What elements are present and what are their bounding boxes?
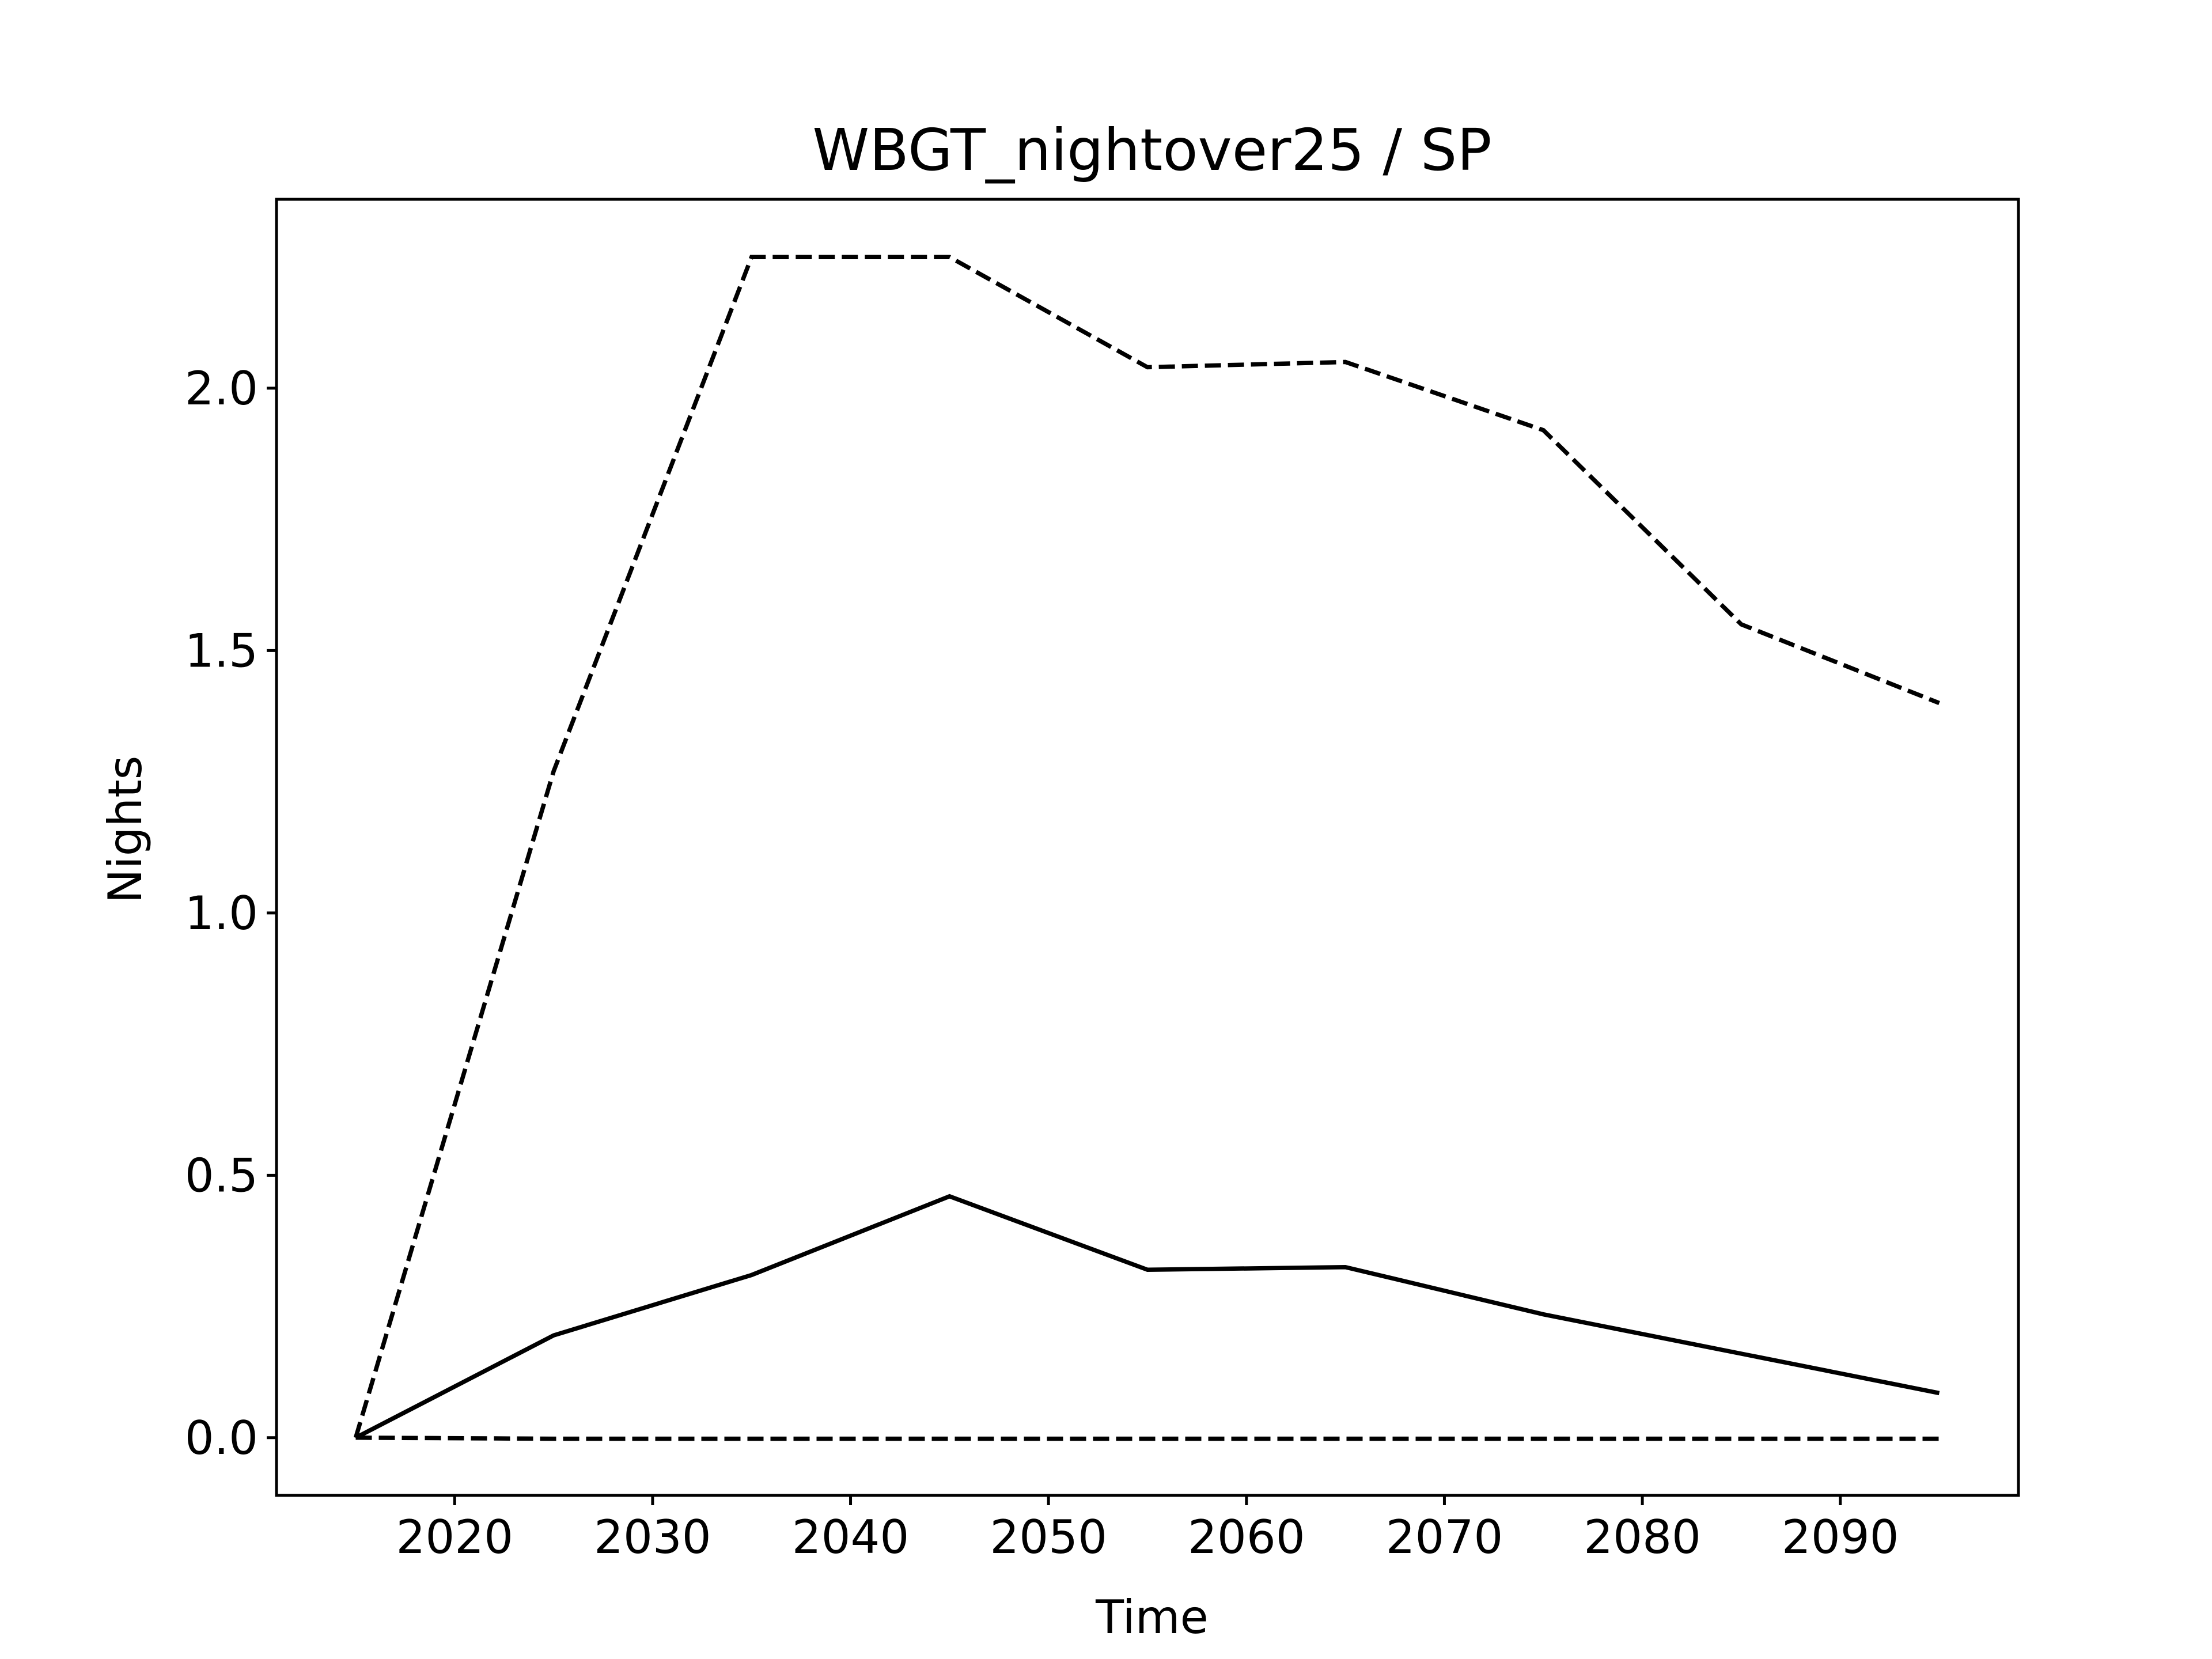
x-tick-label: 2090 xyxy=(1782,1510,1899,1564)
plot-area xyxy=(353,255,1940,1441)
axes-frame xyxy=(275,198,2020,1497)
y-tick-label: 1.0 xyxy=(185,887,258,940)
series-line-1 xyxy=(353,255,1940,1438)
y-tick-label: 1.5 xyxy=(185,624,258,677)
x-tick-label: 2060 xyxy=(1188,1510,1305,1564)
x-tick-label: 2080 xyxy=(1584,1510,1701,1564)
x-tick-label: 2070 xyxy=(1386,1510,1503,1564)
y-tick-label: 2.0 xyxy=(185,362,258,415)
series-line-3 xyxy=(355,1435,1940,1441)
x-axis-label: Time xyxy=(1095,1590,1209,1644)
x-tick-label: 2040 xyxy=(792,1510,910,1564)
x-axis: 2020 2030 2040 2050 2060 2070 2080 2090 xyxy=(396,1495,1899,1564)
series-line-2 xyxy=(354,1194,1940,1440)
y-axis-label: Nights xyxy=(99,756,152,904)
x-tick-label: 2020 xyxy=(396,1510,513,1564)
chart-title: WBGT_nightover25 / SP xyxy=(812,116,1491,184)
y-tick-label: 0.0 xyxy=(185,1411,258,1465)
x-tick-label: 2030 xyxy=(594,1510,711,1564)
x-tick-label: 2050 xyxy=(990,1510,1107,1564)
y-tick-label: 0.5 xyxy=(185,1149,258,1202)
y-axis: 0.0 0.5 1.0 1.5 2.0 xyxy=(185,362,276,1465)
